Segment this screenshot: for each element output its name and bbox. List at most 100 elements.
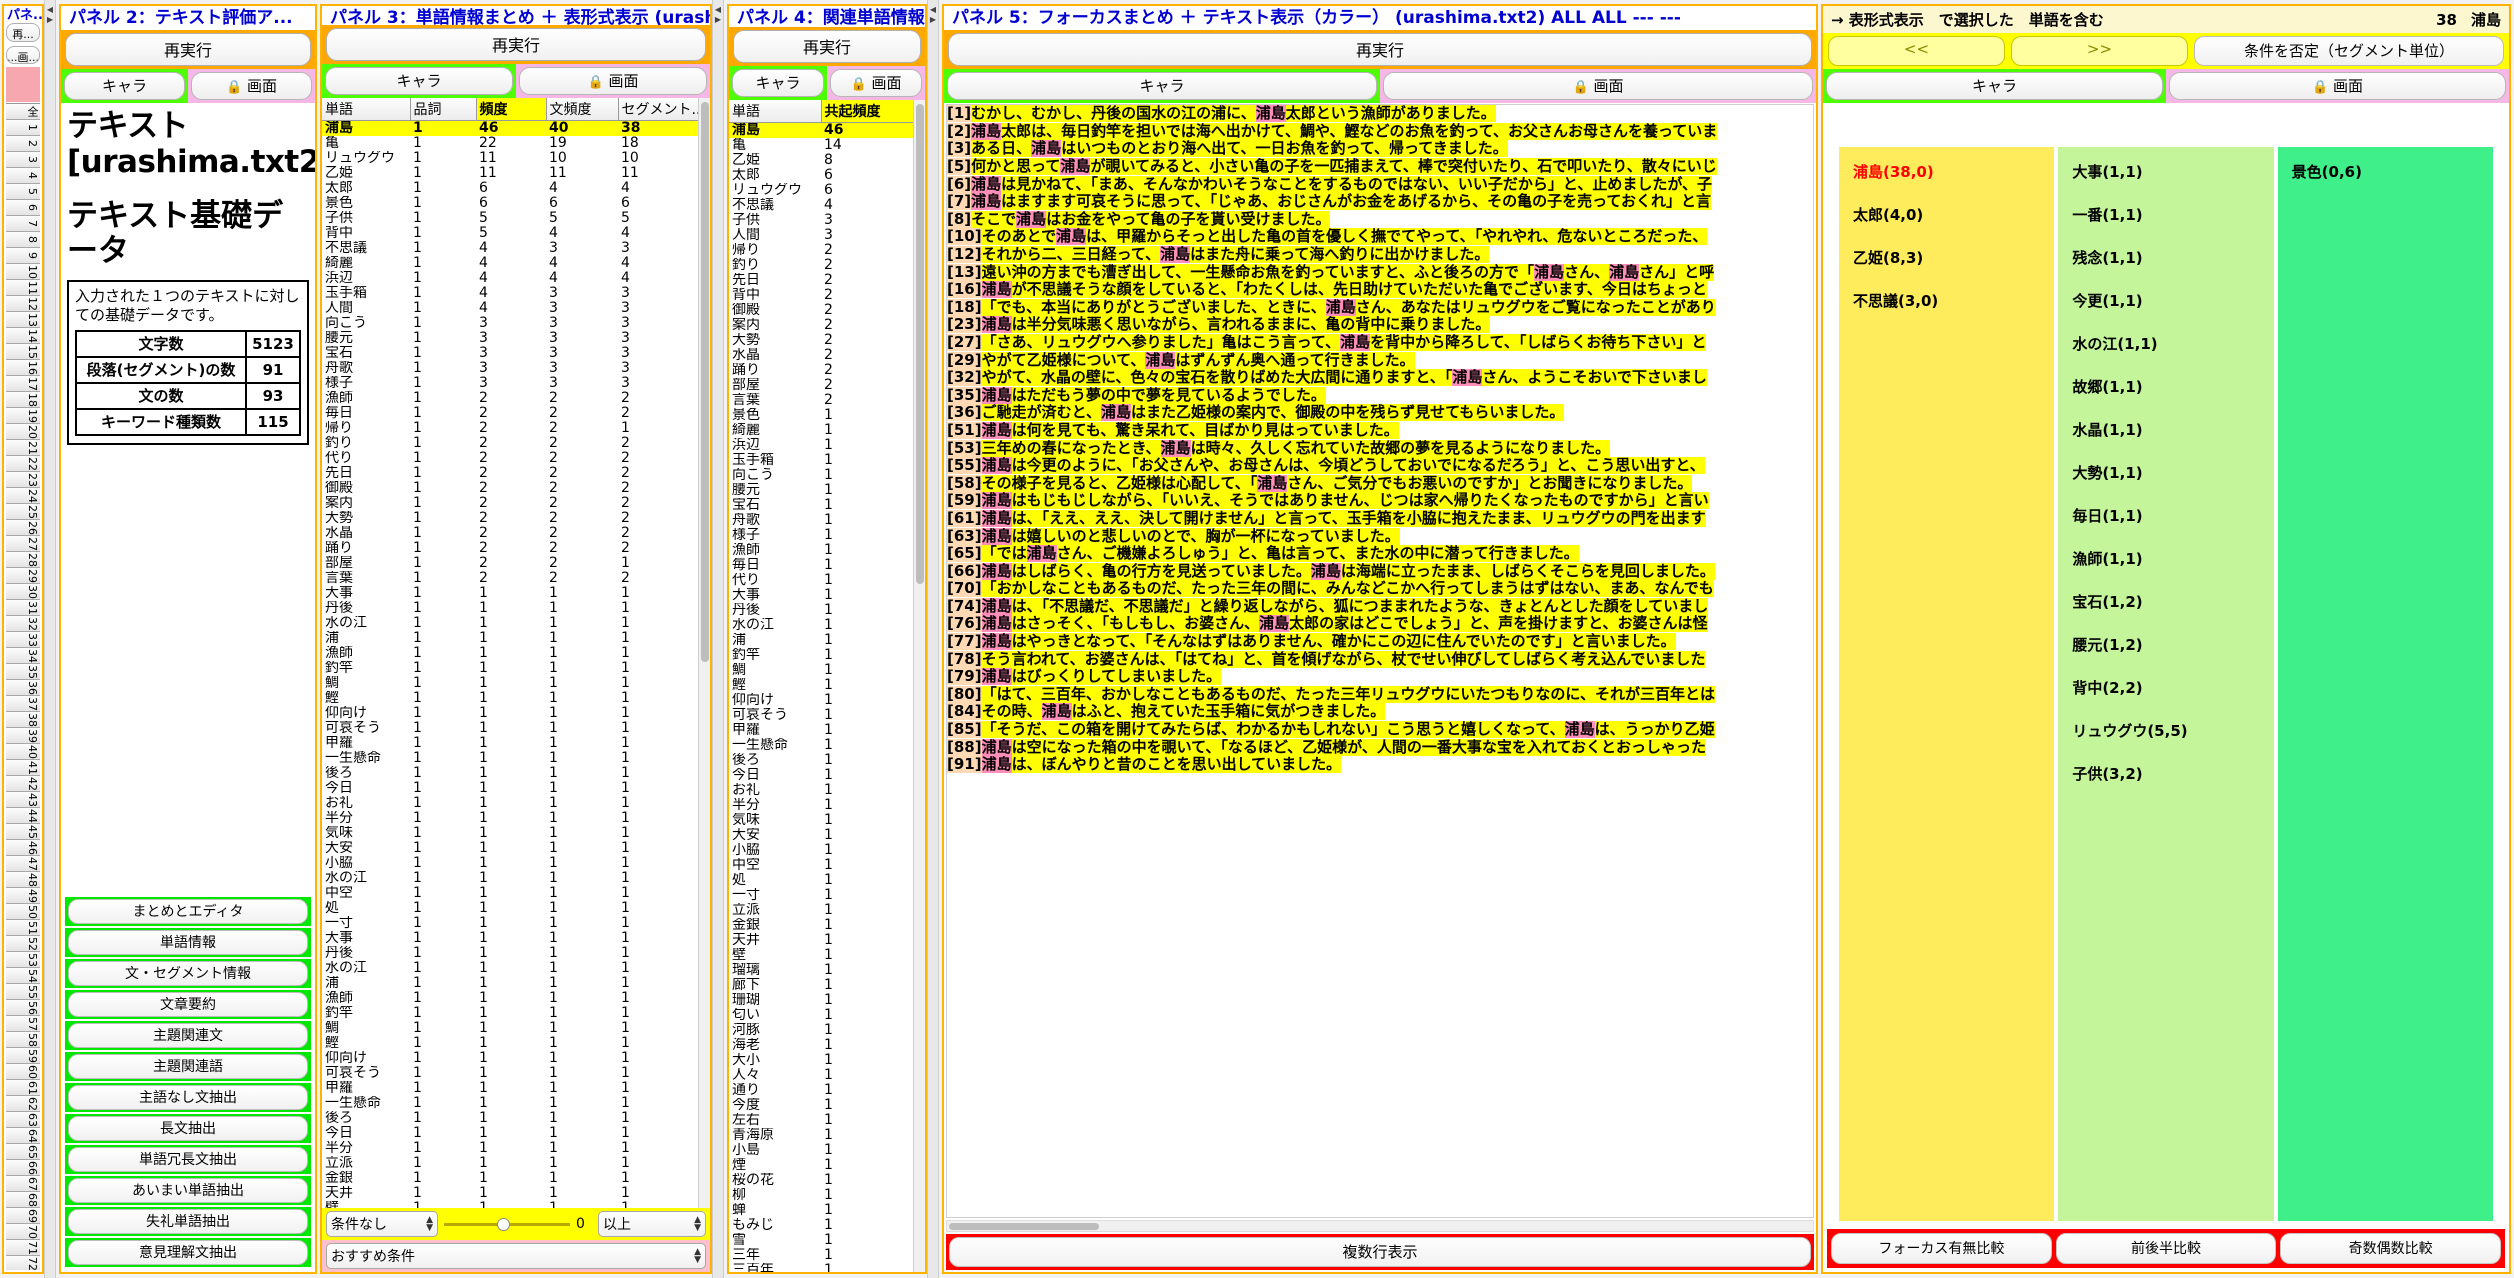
table-row[interactable]: 浦島146403832 <box>322 120 710 136</box>
row-number-cell[interactable]: 11 <box>6 280 40 297</box>
table-row[interactable]: 様子 1 <box>729 528 925 543</box>
row-number-cell[interactable]: 19 <box>6 408 40 425</box>
table-row[interactable]: 可哀そう11110 <box>322 721 710 736</box>
text-line[interactable]: [23]浦島は半分気味悪く思いながら、言われるままに、亀の背中に乗りました。 <box>947 316 1813 334</box>
text-line[interactable]: [35]浦島はただもう夢の中で夢を見ているようでした。 <box>947 386 1813 405</box>
row-number-cell[interactable]: 58 <box>6 1032 40 1049</box>
table-row[interactable]: お礼 1 <box>729 783 925 798</box>
table-row[interactable]: 甲羅11110 <box>322 736 710 751</box>
row-number-cell[interactable]: 51 <box>6 920 40 937</box>
table-row[interactable]: 浦11110 <box>322 976 710 991</box>
row-number-cell[interactable]: 13 <box>6 312 40 329</box>
table-row[interactable]: 今日 1 <box>729 768 925 783</box>
panel-4-scroll-thumb[interactable] <box>916 104 924 585</box>
table-row[interactable]: 不思議 4 <box>729 198 925 213</box>
action-button[interactable]: 文章要約 <box>68 992 308 1017</box>
table-row[interactable]: 宝石 1 <box>729 498 925 513</box>
panel-4-cooccurrence-table[interactable]: 単語 共起頻度 浦島 46 亀 14 乙姫 8 太郎 6 リュウグウ 6 不思議 4 子供 3 人間 3 帰り 2 釣り… <box>729 100 925 1272</box>
word-item[interactable]: 大勢(1,1) <box>2072 464 2143 482</box>
word-item[interactable]: 宝石(1,2) <box>2072 593 2143 611</box>
word-item[interactable]: 残念(1,1) <box>2072 249 2143 267</box>
panel-3-chara-button[interactable]: キャラ <box>325 66 513 95</box>
table-row[interactable]: 背中 2 <box>729 288 925 303</box>
text-line[interactable]: [88]浦島は空になった箱の中を覗いて、「なるほど、乙姫様が、人間の一番大事な宝… <box>947 738 1813 757</box>
row-number-cell[interactable]: 21 <box>6 440 40 457</box>
table-row[interactable]: 大勢12221 <box>322 511 710 526</box>
row-number-column[interactable]: 全 1 2 3 4 5 6 7 8 9 10 11 12 13 14 15 16 17 18 19 20 21 22 23 24… <box>6 103 40 1270</box>
text-line[interactable]: [80]「はて、三百年、おかしなこともあるものだ、たった三年リュウグウにいたつも… <box>947 685 1813 704</box>
row-number-cell[interactable]: 31 <box>6 600 40 617</box>
row-number-cell[interactable]: 57 <box>6 1016 40 1033</box>
panel-2-gamen-button[interactable]: 🔒 画面 <box>191 72 312 101</box>
row-number-cell[interactable]: 56 <box>6 1000 40 1017</box>
table-row[interactable]: 水の江11110 <box>322 961 710 976</box>
table-row[interactable]: 太郎 6 <box>729 168 925 183</box>
table-row[interactable]: 通り 1 <box>729 1083 925 1098</box>
panel-4-rerun-button[interactable]: 再実行 <box>733 30 921 64</box>
text-line[interactable]: [85]「そうだ、この箱を開けてみたらば、わかるかもしれない」こう思うと嬉しくな… <box>947 721 1813 739</box>
panel-4-table-scroller[interactable]: 単語 共起頻度 浦島 46 亀 14 乙姫 8 太郎 6 リュウグウ 6 不思議 4 子供 3 人間 3 帰り 2 釣り… <box>729 100 925 1272</box>
table-row[interactable]: 人間14331 <box>322 301 710 316</box>
row-number-cell[interactable]: 6 <box>6 200 40 217</box>
row-number-cell[interactable]: 66 <box>6 1160 40 1177</box>
action-button[interactable]: 失礼単語抽出 <box>68 1209 308 1234</box>
table-row[interactable]: 漁師11110 <box>322 646 710 661</box>
table-row[interactable]: 鰹11110 <box>322 1036 710 1051</box>
table-row[interactable]: 廊下 1 <box>729 978 925 993</box>
text-line[interactable]: [66]浦島はしばらく、亀の行方を見送っていました。浦島は海端に立ったまま、しば… <box>947 562 1813 581</box>
table-row[interactable]: 釣り 2 <box>729 258 925 273</box>
row-number-cell[interactable]: 55 <box>6 984 40 1001</box>
row-number-cell[interactable]: 15 <box>6 344 40 361</box>
table-row[interactable]: 丹後11110 <box>322 946 710 961</box>
table-row[interactable]: 浜辺14440 <box>322 271 710 286</box>
row-number-cell[interactable]: 29 <box>6 568 40 585</box>
word-item[interactable]: 太郎(4,0) <box>1853 206 1924 224</box>
table-row[interactable]: 浦島 46 <box>729 122 925 139</box>
table-row[interactable]: 案内12220 <box>322 496 710 511</box>
table-row[interactable]: 一生懸命11110 <box>322 1096 710 1111</box>
action-button[interactable]: あいまい単語抽出 <box>68 1178 308 1203</box>
action-button[interactable]: 主題関連文 <box>68 1023 308 1048</box>
row-number-cell[interactable]: 7 <box>6 216 40 233</box>
row-number-cell[interactable]: 71 <box>6 1240 40 1257</box>
text-line[interactable]: [18]「でも、本当にありがとうございました、ときに、浦島さん、あなたはリュウグ… <box>947 298 1813 317</box>
action-button[interactable]: 文・セグメント情報 <box>68 961 308 986</box>
text-line[interactable]: [58]その様子を見ると、乙姫様は心配して、「浦島さん、ご気分でもお悪いのですか… <box>947 474 1813 493</box>
table-row[interactable]: 釣竿11110 <box>322 1006 710 1021</box>
compare-button[interactable]: 奇数偶数比較 <box>2280 1233 2502 1264</box>
text-line[interactable]: [53]三年めの春になったとき、浦島は時々、久しく忘れていた故郷の夢を見るように… <box>947 439 1813 458</box>
column-header[interactable]: 文頻度 <box>546 97 619 121</box>
panel-3-table-scroller[interactable]: 単語品詞頻度文頻度セグメント...主語頻度浦島146403832亀1221918… <box>322 97 710 1208</box>
table-row[interactable]: 向こう 1 <box>729 468 925 483</box>
row-number-cell[interactable]: 20 <box>6 424 40 441</box>
row-number-cell[interactable]: 45 <box>6 824 40 841</box>
table-row[interactable]: 大勢 2 <box>729 333 925 348</box>
table-row[interactable]: 今日11110 <box>322 781 710 796</box>
action-button[interactable]: 主題関連語 <box>68 1054 308 1079</box>
table-row[interactable]: 金銀 1 <box>729 918 925 933</box>
panel-3-scroll-thumb[interactable] <box>701 101 709 662</box>
text-line[interactable]: [13]遠い沖の方までも漕ぎ出して、一生懸命お魚を釣っていますと、ふと後ろの方で… <box>947 263 1813 282</box>
table-row[interactable]: 水の江11110 <box>322 616 710 631</box>
table-row[interactable]: 乙姫 8 <box>729 153 925 168</box>
panel-4-gamen-button[interactable]: 🔒 画面 <box>830 69 922 98</box>
word-item[interactable]: 一番(1,1) <box>2072 206 2143 224</box>
row-number-cell[interactable]: 3 <box>6 152 40 169</box>
text-line[interactable]: [74]浦島は、「不思議だ、不思議だ」と繰り返しながら、狐につままれたような、き… <box>947 597 1813 616</box>
column-header[interactable]: 頻度 <box>476 97 547 121</box>
row-number-cell[interactable]: 44 <box>6 808 40 825</box>
table-row[interactable]: 一生懸命11110 <box>322 751 710 766</box>
table-row[interactable]: 部屋 2 <box>729 378 925 393</box>
text-line[interactable]: [29]やがて乙姫様について、浦島はずんずん奥へ通って行きました。 <box>947 351 1813 370</box>
word-item[interactable]: 毎日(1,1) <box>2072 507 2143 525</box>
action-button[interactable]: 単語情報 <box>68 930 308 955</box>
table-row[interactable]: 匂い 1 <box>729 1008 925 1023</box>
table-row[interactable]: 乙姫11111118 <box>322 166 710 181</box>
table-row[interactable]: 綺麗 1 <box>729 423 925 438</box>
table-row[interactable]: 半分 1 <box>729 798 925 813</box>
row-number-cell[interactable]: 5 <box>6 184 40 201</box>
text-line[interactable]: [51]浦島は何を見ても、驚き呆れて、目ばかり見はっていました。 <box>947 421 1813 440</box>
column-header[interactable]: 共起頻度 <box>821 100 925 124</box>
column-header[interactable]: 単語 <box>729 100 822 124</box>
panel-6-prev-button[interactable]: << <box>1828 36 2005 66</box>
